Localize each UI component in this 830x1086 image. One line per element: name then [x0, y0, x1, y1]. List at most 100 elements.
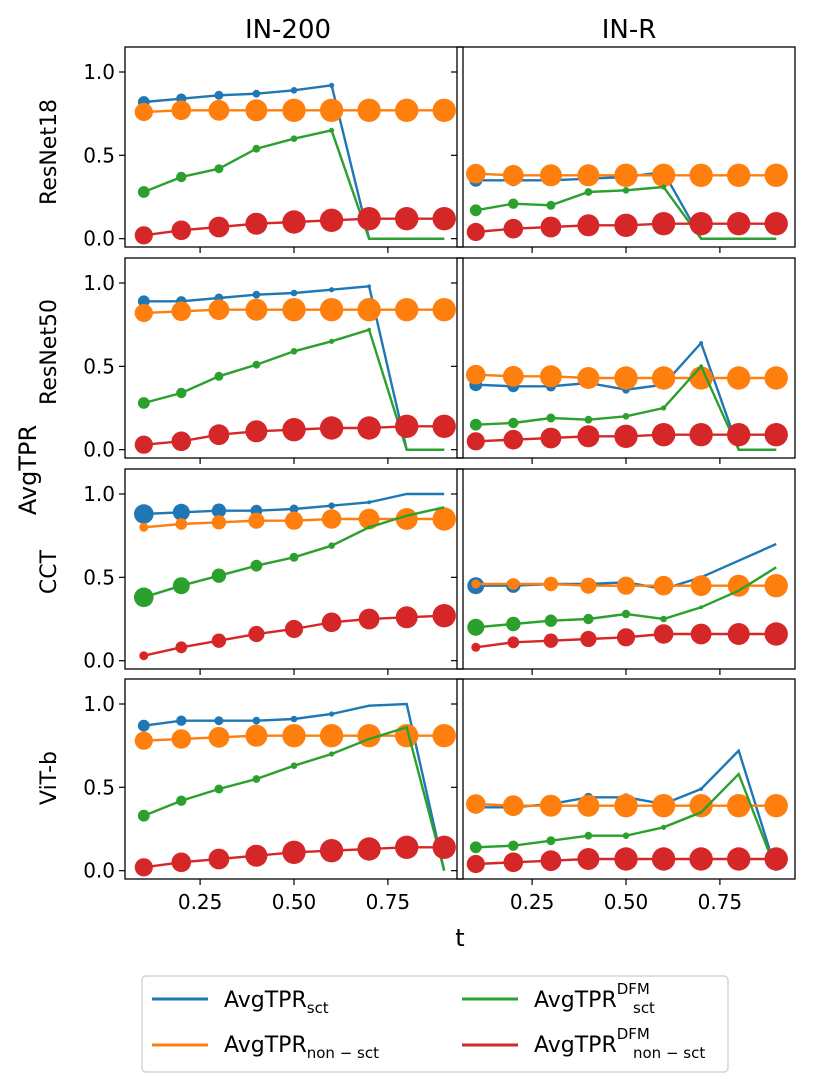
panel-cct-in-r-point-nonsct_dfm-0 — [471, 642, 481, 652]
legend-label-sct-sub: sct — [307, 999, 329, 1017]
legend-label-sct-dfm-base: AvgTPR — [534, 988, 617, 1013]
panel-resnet50-in-200-point-nonsct-6 — [357, 298, 381, 322]
panel-cct-in-r-point-sct_dfm-0 — [467, 618, 485, 636]
panel-resnet18-in-r-point-nonsct_dfm-8 — [764, 212, 788, 236]
panel-resnet50-in-200-point-nonsct_dfm-6 — [357, 416, 381, 440]
panel-vit-b-in-200-point-sct_dfm-1 — [176, 795, 187, 806]
panel-resnet50-in-r-point-nonsct-8 — [764, 366, 788, 390]
panel-vit-b-in-200-point-sct_dfm-0 — [137, 809, 150, 822]
panel-cct-in-200-plot-area — [134, 492, 456, 661]
panel-resnet50-in-r-point-nonsct-4 — [614, 366, 638, 390]
panel-resnet50-in-r-point-nonsct_dfm-3 — [577, 425, 600, 448]
panel-cct-in-200-point-sct_dfm-2 — [211, 568, 227, 583]
panel-vit-b-in-200-point-sct-7 — [406, 703, 408, 705]
panel-resnet50-in-r-point-sct_dfm-3 — [584, 415, 593, 424]
panel-cct-in-200-point-nonsct-5 — [321, 509, 342, 529]
panel-vit-b-in-200-point-nonsct_dfm-7 — [395, 835, 419, 859]
panel-resnet50-in-r-point-sct_dfm-2 — [546, 413, 556, 423]
row-label-cct: CCT — [37, 549, 62, 594]
panel-cct-in-200-point-nonsct_dfm-5 — [321, 612, 342, 633]
panel-resnet50-in-r-point-sct-6 — [699, 341, 703, 345]
panel-resnet50-in-200-plot-area — [134, 284, 456, 454]
panel-vit-b-in-200-point-sct-4 — [290, 715, 298, 723]
panel-cct-in-r-point-nonsct-4 — [616, 576, 636, 595]
panel-resnet50-in-200-point-sct-0 — [137, 295, 150, 308]
panel-resnet50-in-200-point-sct-6 — [367, 284, 371, 289]
panel-cct-in-r-point-nonsct-0 — [471, 579, 481, 589]
panel-resnet18-in-200-point-nonsct-5 — [319, 98, 344, 123]
panel-cct-in-r-line-sct_dfm — [475, 566, 777, 629]
panel-resnet18-in-r-point-nonsct-0 — [466, 163, 486, 184]
panel-cct-in-200-point-nonsct-8 — [432, 507, 456, 531]
panel-cct-in-r-point-nonsct-6 — [690, 575, 712, 597]
panel-resnet18-in-r-point-nonsct_dfm-7 — [727, 212, 751, 236]
panel-resnet50-in-200-ytick-label-0: 0.0 — [83, 438, 115, 462]
panel-vit-b-in-r-point-sct_dfm-1 — [508, 840, 519, 851]
panel-resnet50-in-r-point-nonsct-5 — [651, 366, 676, 390]
panel-vit-b-in-200-ytick-label-0: 0.0 — [83, 859, 115, 883]
panel-vit-b-in-200-point-sct_dfm-2 — [214, 784, 224, 794]
panel-cct-in-r-point-sct_dfm-2 — [544, 614, 558, 627]
panel-resnet50-in-r-point-sct_dfm-0 — [469, 418, 482, 431]
panel-vit-b-in-200-point-nonsct_dfm-0 — [134, 858, 153, 877]
panel-resnet18-in-r-point-nonsct-4 — [614, 163, 638, 187]
panel-cct-in-200-point-sct_dfm-5 — [328, 542, 335, 549]
panel-resnet50-in-r-point-nonsct_dfm-2 — [540, 427, 562, 449]
panel-vit-b-in-200-point-nonsct-5 — [319, 724, 344, 748]
panel-cct-in-200-point-sct-7 — [406, 493, 408, 495]
panel-vit-b-in-r-point-sct_dfm-5 — [661, 824, 667, 830]
panel-vit-b-in-200-plot-area — [134, 702, 456, 877]
panel-resnet50-in-200-point-sct_dfm-3 — [252, 360, 261, 369]
legend-frame — [141, 975, 729, 1073]
panel-cct-in-r-plot-area — [467, 542, 788, 652]
panel-vit-b-in-r-point-sct_dfm-2 — [546, 836, 556, 846]
panel-vit-b-in-200-point-sct_dfm-7 — [406, 726, 408, 728]
panel-vit-b-in-200-point-sct-1 — [176, 715, 187, 726]
panel-cct-in-200-point-sct_dfm-1 — [172, 577, 190, 595]
panel-vit-b-in-r-point-nonsct_dfm-2 — [540, 850, 562, 872]
panel-resnet18-in-200-point-sct-3 — [252, 89, 261, 98]
panel-resnet50-in-200-point-nonsct-0 — [134, 303, 153, 323]
panel-vit-b-in-200-point-nonsct_dfm-2 — [208, 848, 230, 870]
panel-resnet18-in-r-point-nonsct_dfm-0 — [466, 222, 485, 242]
legend-label-sct: AvgTPRsct — [224, 988, 329, 1017]
panel-resnet18-in-r-point-sct_dfm-0 — [469, 204, 482, 217]
panel-resnet18-in-r-point-sct_dfm-1 — [508, 198, 519, 209]
panel-cct-in-200-point-nonsct-2 — [211, 515, 227, 530]
panel-vit-b-in-r-point-nonsct-0 — [466, 794, 486, 814]
panel-resnet18-in-200-point-nonsct_dfm-5 — [319, 208, 344, 232]
panel-vit-b-in-200-ytick-label-2: 1.0 — [83, 692, 115, 716]
panel-resnet50-in-200-point-nonsct_dfm-1 — [171, 431, 192, 452]
panel-vit-b-in-r-point-sct_dfm-7 — [738, 773, 740, 775]
panel-cct-in-r-point-nonsct-1 — [507, 578, 520, 590]
panel-vit-b-in-r-point-nonsct-1 — [502, 795, 524, 817]
panel-resnet18-in-200-point-nonsct-6 — [357, 98, 381, 123]
panel-resnet18-in-200-point-nonsct_dfm-2 — [208, 216, 230, 238]
panel-vit-b-in-r-point-nonsct_dfm-3 — [577, 848, 600, 870]
panel-cct-in-r-point-nonsct_dfm-7 — [727, 623, 750, 645]
panel-vit-b-in-r-point-sct_dfm-0 — [469, 841, 482, 854]
panel-resnet50-in-r-point-nonsct-2 — [539, 365, 562, 388]
panel-resnet18-in-200-plot-area — [134, 82, 456, 245]
panel-vit-b-in-200-point-nonsct_dfm-3 — [245, 844, 268, 867]
panel-resnet18-in-r-point-sct_dfm-2 — [546, 200, 556, 210]
panel-vit-b-in-200-xtick-label-2: 0.75 — [366, 890, 411, 914]
panel-resnet50-in-r-point-nonsct_dfm-6 — [689, 423, 713, 447]
panel-resnet50-in-200-point-nonsct-2 — [208, 299, 230, 321]
panel-resnet18-in-200-point-nonsct-2 — [208, 99, 230, 121]
column-title-in-200: IN-200 — [245, 15, 331, 45]
panel-vit-b-in-200-point-sct-2 — [214, 716, 224, 726]
panel-vit-b-in-200-point-sct-3 — [252, 716, 261, 725]
panel-resnet50-in-r-point-nonsct_dfm-5 — [651, 423, 676, 447]
panel-resnet18-in-200-point-nonsct_dfm-4 — [282, 210, 306, 234]
panel-vit-b-in-r-point-sct_dfm-6 — [699, 811, 703, 814]
panel-resnet50-in-200-point-sct_dfm-5 — [329, 338, 335, 344]
panel-resnet18-in-200-point-nonsct_dfm-3 — [245, 212, 268, 235]
panel-resnet18-in-200-point-sct_dfm-0 — [137, 186, 150, 198]
panel-resnet18-in-r-point-nonsct-6 — [689, 163, 713, 187]
panel-cct-in-r-point-sct_dfm-3 — [583, 613, 594, 625]
panel-resnet18-in-200-ytick-label-1: 0.5 — [83, 143, 115, 167]
panel-resnet18-in-200-point-sct-2 — [214, 90, 224, 100]
panel-cct-in-200-point-sct-5 — [328, 502, 335, 510]
panel-resnet18-in-200-point-nonsct-1 — [171, 100, 192, 121]
